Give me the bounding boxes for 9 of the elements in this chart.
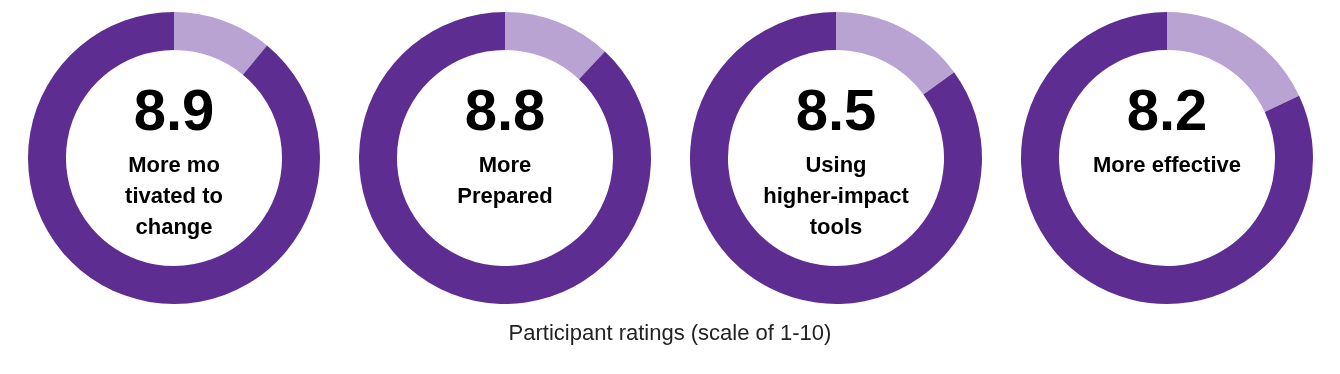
data-label: 8.8: [464, 77, 545, 142]
text: Using higher-impact tools: [762, 152, 909, 239]
text: More mo tivated to change: [124, 152, 223, 239]
data-label: 8.2: [1126, 77, 1207, 142]
text: Participant ratings (scale of 1-10): [507, 320, 833, 346]
text: More effective: [1092, 152, 1241, 177]
data-label: 8.5: [795, 77, 876, 142]
text: More Prepared: [456, 152, 553, 208]
data-label: 8.9: [133, 77, 214, 142]
